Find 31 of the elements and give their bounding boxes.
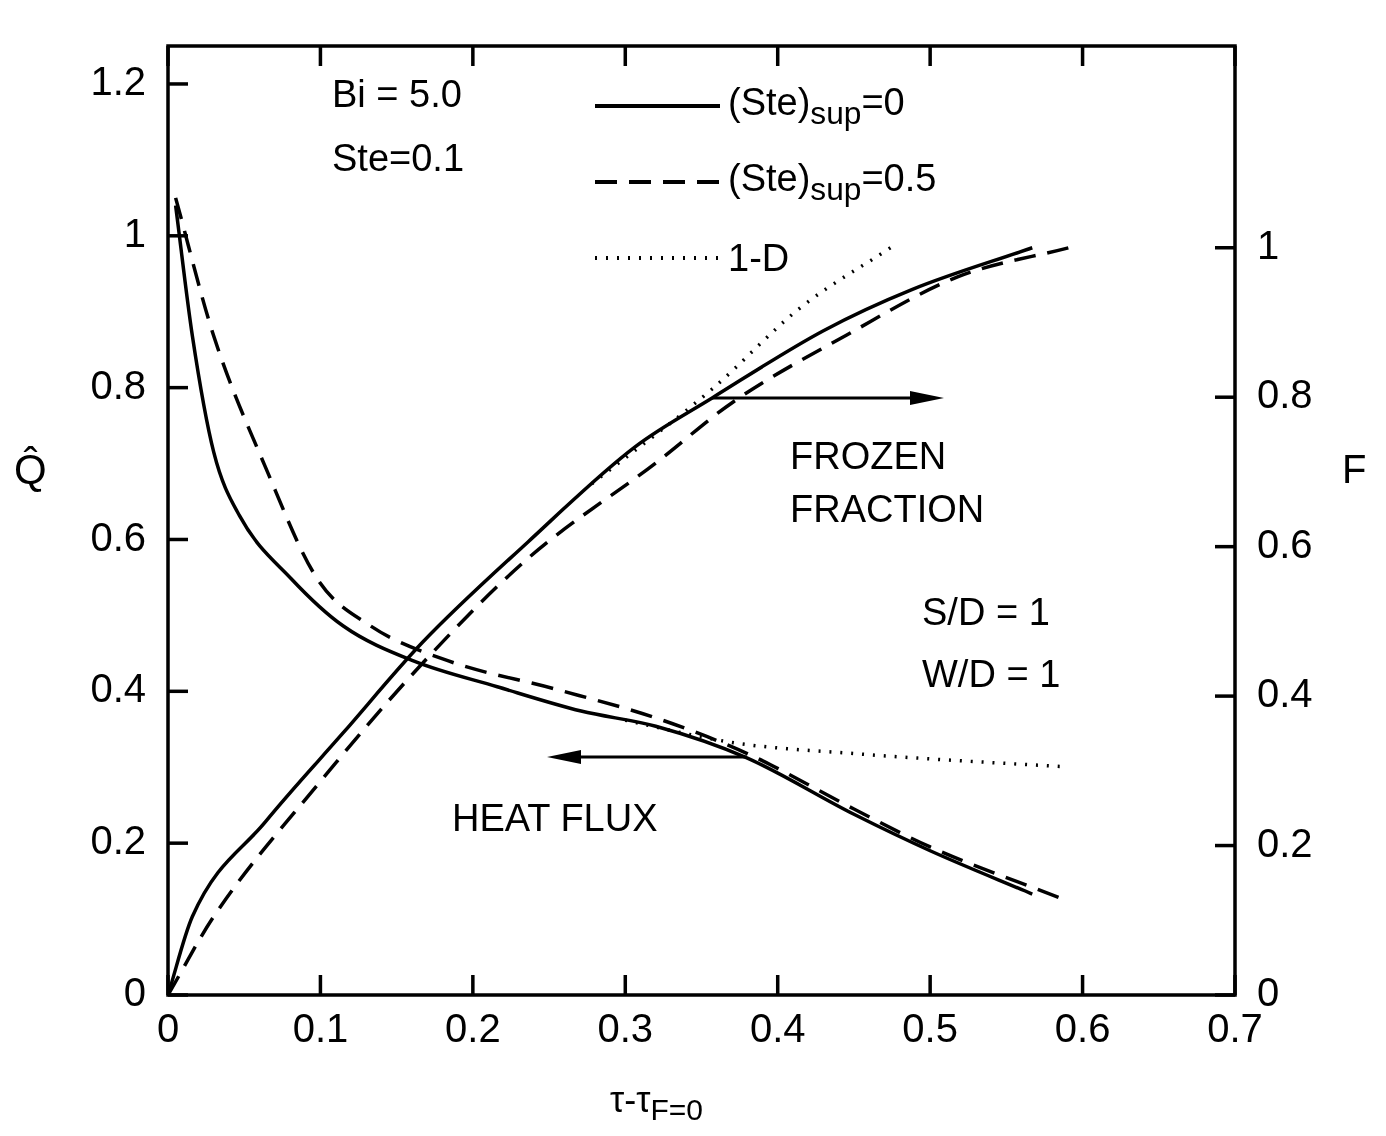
annotation: Bi = 5.0 xyxy=(332,72,462,117)
y-tick-label: 0.2 xyxy=(90,818,146,863)
y-tick-label: 1 xyxy=(123,210,146,255)
x-tick-label: 0.6 xyxy=(1054,1006,1111,1051)
annotation: Ste=0.1 xyxy=(332,136,465,181)
x-tick-label: 0.1 xyxy=(292,1006,349,1051)
x-tick-label: 0.2 xyxy=(445,1006,501,1051)
y-tick-label: 0.4 xyxy=(90,666,146,711)
x-tick-label: 0 xyxy=(156,1006,180,1051)
annotation: W/D = 1 xyxy=(922,652,1061,697)
y-tick-label: 0.8 xyxy=(90,362,146,407)
x-axis-title: τ-τ$_{F=0}$ xyxy=(610,1078,703,1129)
y2-tick-label: 0.8 xyxy=(1257,372,1313,417)
y2-tick-label: 0.6 xyxy=(1257,521,1313,566)
legend-label: 1-D xyxy=(728,236,790,280)
x-tick-label: 0.3 xyxy=(597,1006,654,1051)
legend-label: (Ste)$_{sup}$=0.5 xyxy=(728,156,937,208)
x-tick-label: 0.5 xyxy=(902,1006,958,1051)
y2-tick-label: 0.2 xyxy=(1257,820,1313,865)
y2-axis-title: F xyxy=(1342,446,1367,493)
annotation: HEAT FLUX xyxy=(452,796,658,841)
y-tick-label: 1.2 xyxy=(90,58,146,103)
y2-tick-label: 1 xyxy=(1257,222,1280,267)
x-tick-label: 0.4 xyxy=(749,1006,806,1051)
y-tick-label: 0.6 xyxy=(90,514,146,559)
y2-tick-label: 0.4 xyxy=(1257,671,1313,716)
annotation: S/D = 1 xyxy=(922,590,1050,635)
y-axis-title: Q̂ xyxy=(14,445,47,495)
legend-label: (Ste)$_{sup}$=0 xyxy=(728,80,905,132)
y-tick-label: 0 xyxy=(123,970,146,1015)
annotation: FROZEN FRACTION xyxy=(790,434,986,533)
